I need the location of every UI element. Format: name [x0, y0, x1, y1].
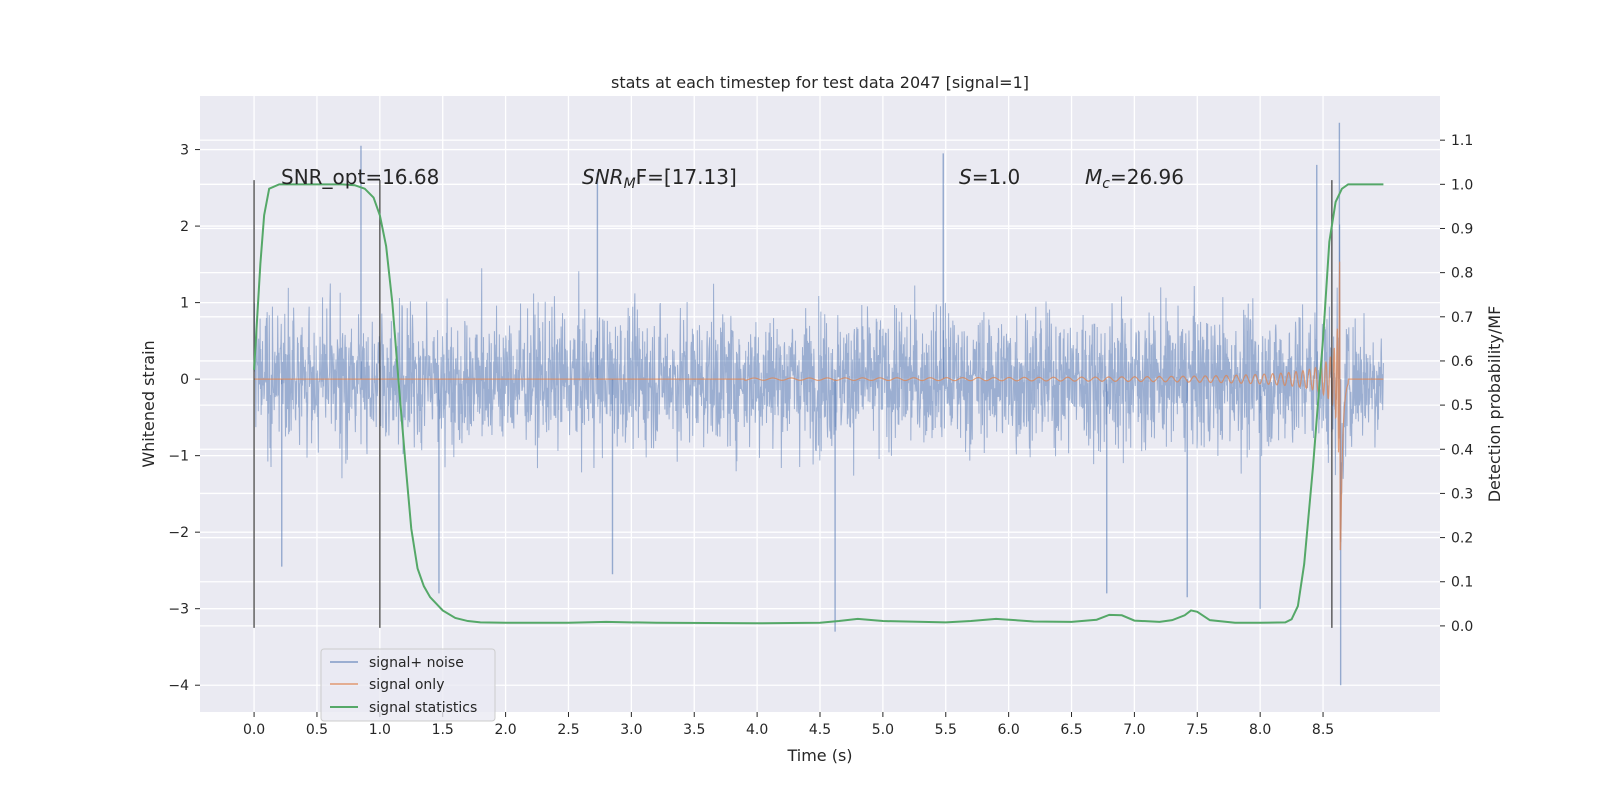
y-tick-label: 1 — [180, 296, 189, 312]
y-tick-label: 0 — [180, 372, 189, 388]
noise-trace — [253, 224, 1384, 543]
x-tick-label: 5.0 — [872, 722, 894, 738]
y2-tick-label: 0.7 — [1451, 310, 1473, 326]
y2-tick-label: 0.2 — [1451, 531, 1473, 547]
x-tick-label: 7.0 — [1123, 722, 1145, 738]
x-tick-label: 4.5 — [809, 722, 831, 738]
legend: signal+ noise signal only signal statist… — [320, 648, 496, 722]
y-tick-label: −3 — [168, 602, 189, 618]
annotation-snr-opt: SNR_opt=16.68 — [281, 165, 439, 189]
y2-tick-label: 0.9 — [1451, 221, 1473, 237]
x-tick-label: 8.5 — [1312, 722, 1334, 738]
legend-box — [320, 648, 496, 722]
annotation-mc: Mc=26.96 — [1085, 165, 1184, 192]
series-signal-statistics — [253, 183, 1384, 625]
x-tick-label: 3.5 — [683, 722, 705, 738]
y2-tick-label: 0.5 — [1451, 398, 1473, 414]
x-tick-label: 5.5 — [935, 722, 957, 738]
x-tick-label: 6.5 — [1060, 722, 1082, 738]
x-tick-label: 0.0 — [243, 722, 265, 738]
annotation-snr-mf-sub: M — [624, 176, 636, 192]
x-tick-label: 3.0 — [620, 722, 642, 738]
y2-tick-label: 0.6 — [1451, 354, 1473, 370]
y2-axis-label: Detection probability/MF — [1485, 306, 1504, 503]
annotation-mc-rest: =26.96 — [1110, 165, 1184, 189]
y-axis-ticks: 3 2 1 0 −1 −2 −3 −4 — [168, 143, 200, 694]
legend-label-signal-plus-noise: signal+ noise — [369, 655, 464, 671]
annotation-snr-mf-symbol: SNR — [582, 165, 624, 189]
y-axis-label: Whitened strain — [139, 340, 158, 467]
legend-label-signal-statistics: signal statistics — [369, 700, 477, 716]
annotation-s-symbol: S — [959, 165, 972, 189]
y-tick-label: −2 — [168, 525, 189, 541]
x-tick-label: 0.5 — [306, 722, 328, 738]
x-tick-label: 4.0 — [746, 722, 768, 738]
x-tick-label: 2.0 — [494, 722, 516, 738]
marker-lines — [253, 180, 1333, 628]
y2-tick-label: 0.4 — [1451, 442, 1473, 458]
y-tick-label: 2 — [180, 219, 189, 235]
series-signal-only — [254, 261, 1384, 551]
annotation-mc-sub: c — [1102, 176, 1110, 192]
x-tick-label: 6.0 — [998, 722, 1020, 738]
x-axis-ticks: 0.0 0.5 1.0 1.5 2.0 2.5 3.0 3.5 4.0 4.5 5.0 5.5 6.0 6… — [243, 712, 1334, 738]
annotation-s: S=1.0 — [959, 165, 1020, 189]
x-tick-label: 1.5 — [432, 722, 454, 738]
x-tick-label: 2.5 — [557, 722, 579, 738]
y2-axis-ticks: 1.1 1.0 0.9 0.8 0.7 0.6 0.5 0.4 0.3 0.2 0.1 0.0 — [1440, 133, 1473, 635]
x-tick-label: 1.0 — [369, 722, 391, 738]
y-tick-label: −1 — [168, 449, 189, 465]
y2-tick-label: 0.1 — [1451, 575, 1473, 591]
legend-label-signal-only: signal only — [369, 677, 444, 693]
y2-tick-label: 0.0 — [1451, 619, 1473, 635]
x-axis-label: Time (s) — [786, 746, 852, 765]
y2-tick-label: 1.0 — [1451, 177, 1473, 193]
annotation-mc-symbol: M — [1085, 165, 1102, 189]
chart-title: stats at each timestep for test data 204… — [611, 73, 1029, 92]
statistics-trace — [253, 183, 1384, 625]
annotation-snr-mf-rest: F=[17.13] — [636, 165, 737, 189]
y-tick-label: −4 — [168, 678, 189, 694]
annotation-s-rest: =1.0 — [972, 165, 1021, 189]
signal-trace — [254, 261, 1384, 551]
annotation-snr-mf: SNRMF=[17.13] — [582, 165, 737, 192]
y-tick-label: 3 — [180, 143, 189, 159]
y2-tick-label: 0.8 — [1451, 266, 1473, 282]
x-tick-label: 7.5 — [1186, 722, 1208, 738]
x-tick-label: 8.0 — [1249, 722, 1271, 738]
y2-tick-label: 1.1 — [1451, 133, 1473, 149]
y2-tick-label: 0.3 — [1451, 486, 1473, 502]
